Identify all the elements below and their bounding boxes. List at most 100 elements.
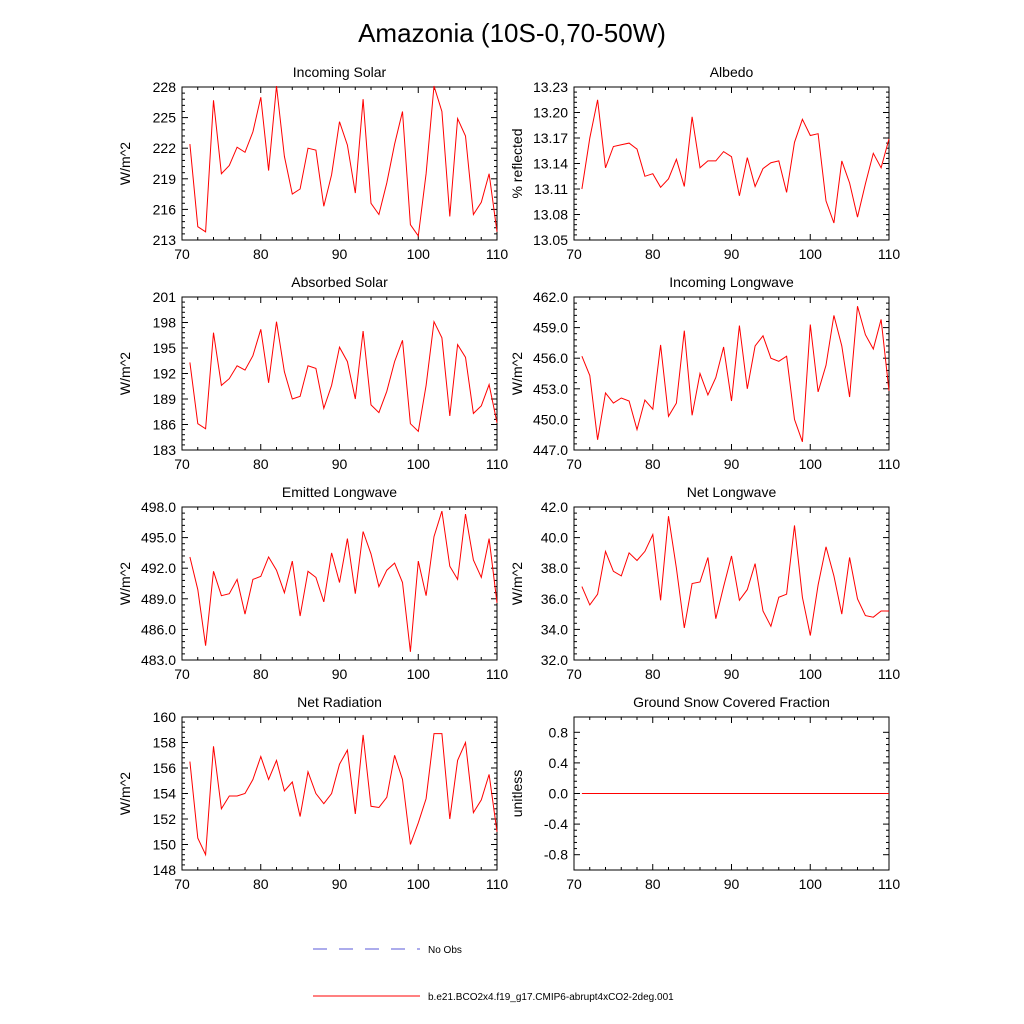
y-tick-label: 183: [153, 442, 177, 458]
series-line: [581, 516, 889, 636]
legend: No Obs b.e21.BCO2x4.f19_g17.CMIP6-abrupt…: [313, 945, 674, 1003]
y-tick-label: 498.0: [141, 499, 176, 515]
x-tick-label: 80: [253, 876, 269, 892]
x-tick-label: 110: [878, 246, 901, 262]
plot-frame: [573, 506, 890, 661]
x-tick-label: 110: [486, 666, 509, 682]
y-tick-label: 36.0: [541, 591, 568, 607]
y-tick-label: 13.20: [533, 105, 568, 121]
y-tick-label: 156: [153, 760, 177, 776]
y-tick-label: 462.0: [533, 289, 568, 305]
x-tick-label: 110: [486, 876, 509, 892]
figure-title: Amazonia (10S-0,70-50W): [358, 18, 666, 48]
y-tick-label: 158: [153, 735, 177, 751]
panel-incoming-solar: Incoming Solar W/m^2 70 80 90 100 110 213 216 219…: [117, 64, 508, 262]
y-tick-label: 154: [153, 786, 177, 802]
y-tick-label: 201: [153, 289, 177, 305]
series-line: [189, 510, 498, 652]
plot-frame: [181, 716, 498, 871]
y-tick-label: 13.11: [534, 181, 568, 197]
y-axis-label: W/m^2: [117, 142, 133, 185]
x-tick-label: 100: [799, 456, 823, 472]
y-tick-label: 150: [153, 837, 177, 853]
x-tick-label: 70: [566, 456, 582, 472]
x-tick-label: 70: [174, 876, 190, 892]
panel-incoming-longwave: Incoming Longwave W/m^2 70 80 90 100 110 447.0 4…: [509, 274, 900, 472]
y-tick-label: 225: [153, 110, 177, 126]
y-tick-label: 13.23: [533, 79, 568, 95]
y-axis-label: W/m^2: [117, 562, 133, 605]
y-tick-label: 219: [153, 171, 177, 187]
x-tick-label: 70: [174, 456, 190, 472]
x-tick-label: 80: [253, 456, 269, 472]
y-tick-label: 160: [153, 709, 177, 725]
y-tick-label: 40.0: [541, 530, 568, 546]
y-tick-label: -0.8: [544, 847, 568, 863]
y-tick-label: 192: [153, 366, 177, 382]
panel-ground-snow-covered-fraction: Ground Snow Covered Fraction unitless 70 80…: [509, 694, 900, 892]
x-tick-label: 80: [253, 246, 269, 262]
y-tick-label: 0.0: [549, 786, 569, 802]
panel-absorbed-solar: Absorbed Solar W/m^2 70 80 90 100 110 183 186 189…: [117, 274, 508, 472]
series-line: [189, 85, 498, 238]
y-tick-label: 189: [153, 391, 177, 407]
y-tick-label: 213: [153, 232, 177, 248]
x-tick-label: 90: [332, 246, 348, 262]
panel-title: Albedo: [710, 64, 754, 80]
y-tick-label: 222: [153, 140, 177, 156]
x-tick-label: 110: [486, 456, 509, 472]
y-tick-label: 13.17: [533, 130, 568, 146]
panel-albedo: Albedo % reflected 70 80 90 100 110 13.05 13.08 1…: [509, 64, 900, 262]
x-tick-label: 110: [878, 456, 901, 472]
y-tick-label: 495.0: [141, 530, 176, 546]
legend-model-label: b.e21.BCO2x4.f19_g17.CMIP6-abrupt4xCO2-2…: [428, 992, 674, 1003]
y-axis-label: % reflected: [509, 128, 525, 198]
x-tick-label: 80: [645, 456, 661, 472]
panel-emitted-longwave: Emitted Longwave W/m^2 70 80 90 100 110 483.0 48…: [117, 484, 508, 682]
panel-net-radiation: Net Radiation W/m^2 70 80 90 100 110 148 150 152 1…: [117, 694, 508, 892]
x-tick-label: 100: [407, 876, 431, 892]
y-tick-label: 447.0: [533, 442, 568, 458]
x-tick-label: 90: [724, 246, 740, 262]
y-tick-label: 152: [153, 811, 177, 827]
x-tick-label: 70: [174, 246, 190, 262]
y-axis-label: W/m^2: [509, 562, 525, 605]
panel-title: Emitted Longwave: [282, 484, 397, 500]
y-tick-label: 32.0: [541, 652, 568, 668]
plot-frame: [181, 86, 498, 241]
series-line: [581, 99, 890, 224]
x-tick-label: 80: [645, 666, 661, 682]
panel-title: Ground Snow Covered Fraction: [633, 694, 830, 710]
y-tick-label: 216: [153, 201, 177, 217]
series-line: [581, 306, 890, 442]
y-tick-label: 13.14: [533, 156, 568, 172]
y-axis-label: unitless: [509, 770, 525, 817]
y-tick-label: 34.0: [541, 621, 568, 637]
y-tick-label: 486.0: [141, 621, 176, 637]
panel-title: Absorbed Solar: [291, 274, 388, 290]
y-tick-label: 450.0: [533, 411, 568, 427]
x-tick-label: 90: [332, 456, 348, 472]
y-tick-label: 459.0: [533, 320, 568, 336]
panel-net-longwave: Net Longwave W/m^2 70 80 90 100 110 32.0 34.0 36.…: [509, 484, 900, 682]
y-axis-label: W/m^2: [117, 772, 133, 815]
plot-frame: [573, 296, 890, 451]
x-tick-label: 70: [566, 246, 582, 262]
x-tick-label: 90: [332, 876, 348, 892]
panel-title: Incoming Solar: [293, 64, 387, 80]
y-tick-label: 228: [153, 79, 177, 95]
panel-title: Net Longwave: [687, 484, 777, 500]
y-tick-label: 0.4: [549, 755, 569, 771]
series-line: [189, 319, 498, 433]
x-tick-label: 100: [407, 456, 431, 472]
y-tick-label: -0.4: [544, 816, 568, 832]
y-tick-label: 453.0: [533, 381, 568, 397]
series-line: [189, 733, 498, 857]
y-tick-label: 186: [153, 417, 177, 433]
panel-title: Incoming Longwave: [669, 274, 794, 290]
y-tick-label: 42.0: [541, 499, 568, 515]
y-tick-label: 489.0: [141, 591, 176, 607]
plot-frame: [181, 296, 498, 451]
y-tick-label: 13.08: [533, 207, 568, 223]
